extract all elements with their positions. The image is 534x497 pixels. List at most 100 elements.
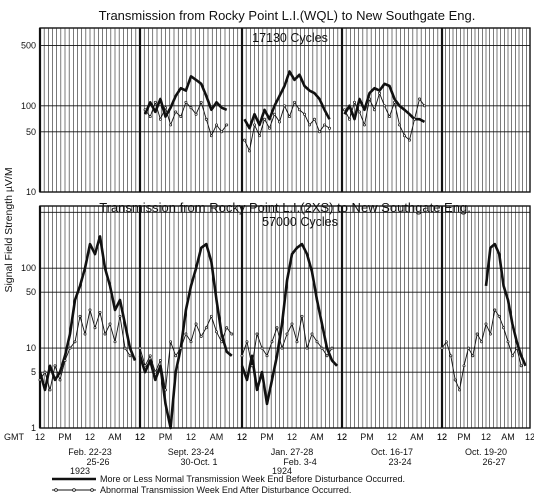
series-point-abnormal [153,100,157,104]
series-point-abnormal [383,104,386,108]
x-tick-label: 12 [85,432,95,442]
x-tick-label: 12 [337,432,347,442]
weekend-dates: Feb. 3-4 [283,457,317,467]
x-tick-label: AM [210,432,224,442]
series-point-abnormal [408,138,411,142]
x-tick-label: PM [457,432,471,442]
x-tick-label: 12 [437,432,447,442]
series-point-abnormal [449,354,453,358]
series-point-abnormal [164,388,167,392]
series-line-normal [143,75,228,118]
series-point-abnormal [444,340,448,344]
series-point-abnormal [153,370,157,374]
series-line-normal [243,70,331,130]
x-tick-label: 12 [337,432,347,442]
series-line-abnormal [241,316,333,366]
series-point-abnormal [280,346,284,350]
x-tick-label: 12 [287,432,297,442]
series-point-abnormal [194,322,198,326]
series-point-abnormal [240,354,244,358]
series-point-abnormal [199,334,203,338]
series-point-abnormal [502,326,506,330]
series-point-abnormal [388,115,391,119]
y-tick-label: 5 [31,367,36,377]
series-point-abnormal [58,378,62,382]
series-point-abnormal [475,332,479,336]
series-point-abnormal [358,110,361,114]
series-point-abnormal [258,134,261,138]
panel-title: Transmission from Rocky Point L.I.(WQL) … [99,8,476,23]
series-line-abnormal [441,308,522,392]
x-tick-label: AM [410,432,424,442]
series-line-normal [484,242,527,367]
legend-swatch-point [90,488,94,492]
series-point-abnormal [253,123,256,127]
series-point-abnormal [83,332,87,336]
series-point-abnormal [138,346,142,350]
x-tick-label: 12 [35,432,45,442]
series-point-abnormal [103,332,107,336]
weekend-dates: Oct. 16-17 [371,447,413,457]
series-point-abnormal [320,346,324,350]
series-line-normal [240,242,338,406]
series-point-abnormal [458,388,462,392]
series-point-abnormal [368,97,371,101]
series-point-abnormal [290,322,294,326]
series-point-abnormal [225,326,229,330]
x-tick-label: PM [58,432,72,442]
series-point-abnormal [497,314,501,318]
series-point-abnormal [313,117,316,121]
series-point-abnormal [250,364,254,368]
series-point-abnormal [466,346,470,350]
series-point-abnormal [184,332,188,336]
series-point-abnormal [174,110,178,114]
x-tick-label: 12 [237,432,247,442]
series-point-abnormal [275,326,279,330]
x-tick-label: 12 [525,432,534,442]
x-axis-start-label: GMT [4,432,24,442]
series-line-normal [38,235,137,392]
weekend-dates: 26-27 [482,457,505,467]
series-point-abnormal [78,314,82,318]
series-point-abnormal [220,340,224,344]
series-point-abnormal [323,123,326,127]
series-point-abnormal [248,149,251,153]
series-point-abnormal [68,346,72,350]
series-point-abnormal [73,340,77,344]
series-point-abnormal [204,117,208,121]
series-point-abnormal [440,346,444,350]
series-point-abnormal [270,340,274,344]
series-line-abnormal [244,101,330,153]
y-tick-label: 500 [21,41,36,51]
series-point-abnormal [169,123,173,127]
series-point-abnormal [43,370,47,374]
series-point-abnormal [108,322,112,326]
panel-subtitle: 17130 Cycles [252,31,328,45]
series-point-abnormal [189,340,193,344]
series-point-abnormal [418,97,421,101]
y-axis-label: Signal Field Strength µV/M [3,167,15,292]
series-point-abnormal [255,332,259,336]
series-point-abnormal [243,138,246,142]
series-point-abnormal [98,310,102,314]
series-point-abnormal [174,354,178,358]
series-point-abnormal [330,346,334,350]
series-point-abnormal [403,134,406,138]
series-point-abnormal [318,130,321,134]
weekend-year: 1924 [272,466,292,476]
weekend-year: 1923 [70,466,90,476]
series-point-abnormal [93,326,97,330]
series-point-abnormal [179,115,183,119]
series-point-abnormal [265,354,269,358]
series-point-abnormal [225,123,229,127]
series-point-abnormal [169,340,173,344]
series-point-abnormal [423,104,426,108]
y-tick-label: 10 [26,187,36,197]
series-point-abnormal [215,123,218,127]
series-point-abnormal [373,108,376,112]
y-tick-label: 50 [26,287,36,297]
x-tick-label: AM [108,432,122,442]
series-point-abnormal [278,120,281,124]
x-tick-label: AM [310,432,324,442]
series-point-abnormal [273,112,276,116]
